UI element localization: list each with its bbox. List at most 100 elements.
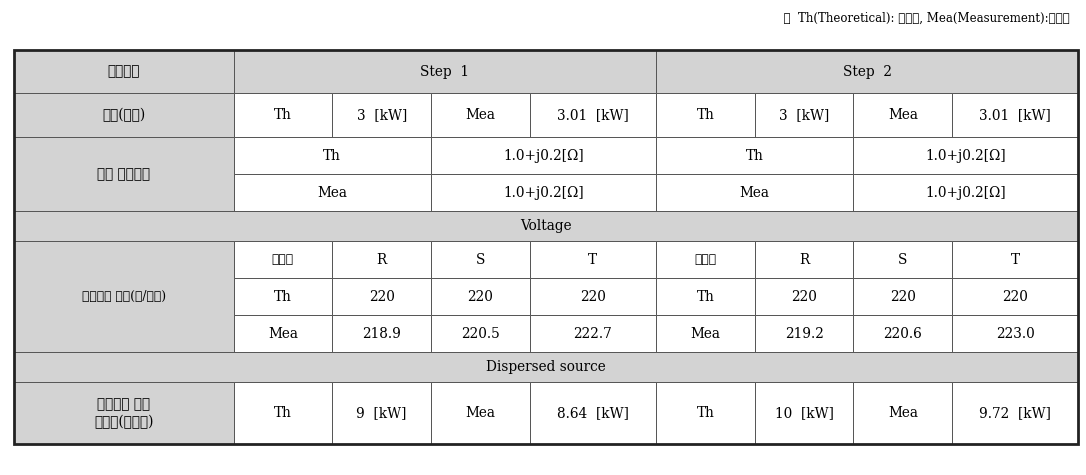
Bar bbox=[952, 278, 1078, 315]
Bar bbox=[656, 50, 1078, 94]
Bar bbox=[755, 94, 854, 137]
Text: 상분류: 상분류 bbox=[694, 253, 717, 266]
Text: Step  1: Step 1 bbox=[420, 65, 469, 79]
Bar bbox=[656, 278, 755, 315]
Bar bbox=[14, 50, 1078, 444]
Text: 선로전단 전압(상/선간): 선로전단 전압(상/선간) bbox=[81, 290, 166, 303]
Text: Th: Th bbox=[746, 149, 763, 162]
Text: 상분류: 상분류 bbox=[272, 253, 294, 266]
Bar bbox=[530, 382, 656, 444]
Text: 3.01  [kW]: 3.01 [kW] bbox=[980, 108, 1051, 122]
Text: 시험단계: 시험단계 bbox=[108, 65, 140, 79]
Text: 220: 220 bbox=[889, 290, 915, 304]
Text: Th: Th bbox=[274, 406, 292, 420]
Text: 218.9: 218.9 bbox=[363, 327, 401, 341]
Text: Mea: Mea bbox=[466, 406, 495, 420]
Text: Mea: Mea bbox=[466, 108, 495, 122]
Text: Voltage: Voltage bbox=[520, 219, 572, 233]
Bar bbox=[431, 278, 530, 315]
Bar bbox=[854, 315, 952, 352]
Bar bbox=[656, 241, 755, 278]
Text: Dispersed source: Dispersed source bbox=[487, 361, 606, 374]
Bar bbox=[233, 241, 332, 278]
Bar bbox=[431, 174, 656, 211]
Text: 1.0+j0.2[Ω]: 1.0+j0.2[Ω] bbox=[503, 149, 584, 162]
Bar bbox=[431, 94, 530, 137]
Text: 1.0+j0.2[Ω]: 1.0+j0.2[Ω] bbox=[925, 186, 1007, 200]
Text: 222.7: 222.7 bbox=[573, 327, 613, 341]
Text: 219.2: 219.2 bbox=[785, 327, 823, 341]
Text: T: T bbox=[589, 253, 597, 266]
Text: 220.5: 220.5 bbox=[462, 327, 500, 341]
Bar bbox=[530, 315, 656, 352]
Text: 220: 220 bbox=[369, 290, 394, 304]
Bar bbox=[755, 241, 854, 278]
Bar bbox=[233, 315, 332, 352]
Text: Th: Th bbox=[696, 406, 715, 420]
Text: 220: 220 bbox=[792, 290, 817, 304]
Text: Step  2: Step 2 bbox=[843, 65, 892, 79]
Text: 9.72  [kW]: 9.72 [kW] bbox=[980, 406, 1051, 420]
Bar bbox=[332, 278, 431, 315]
Bar bbox=[656, 382, 755, 444]
Bar bbox=[233, 278, 332, 315]
Text: 220: 220 bbox=[580, 290, 606, 304]
Bar bbox=[755, 382, 854, 444]
Bar bbox=[656, 315, 755, 352]
Text: R: R bbox=[799, 253, 809, 266]
Text: Th: Th bbox=[696, 108, 715, 122]
Bar bbox=[431, 315, 530, 352]
Bar bbox=[854, 241, 952, 278]
Text: Th: Th bbox=[696, 290, 715, 304]
Text: 1.0+j0.2[Ω]: 1.0+j0.2[Ω] bbox=[925, 149, 1007, 162]
Bar bbox=[14, 382, 233, 444]
Text: S: S bbox=[476, 253, 485, 266]
Bar bbox=[530, 278, 656, 315]
Bar bbox=[431, 382, 530, 444]
Text: R: R bbox=[377, 253, 387, 266]
Text: Mea: Mea bbox=[691, 327, 720, 341]
Bar bbox=[656, 94, 755, 137]
Bar bbox=[854, 137, 1078, 174]
Bar bbox=[656, 174, 854, 211]
Text: 선로 임피던스: 선로 임피던스 bbox=[98, 167, 150, 181]
Text: Mea: Mea bbox=[268, 327, 298, 341]
Text: 10  [kW]: 10 [kW] bbox=[774, 406, 834, 420]
Text: ※  Th(Theoretical): 이론치, Mea(Measurement):측정치: ※ Th(Theoretical): 이론치, Mea(Measurement)… bbox=[776, 12, 1070, 25]
Text: T: T bbox=[1011, 253, 1020, 266]
Bar bbox=[14, 241, 233, 352]
Text: Th: Th bbox=[274, 290, 292, 304]
Text: 223.0: 223.0 bbox=[996, 327, 1035, 341]
Bar bbox=[233, 94, 332, 137]
Bar bbox=[952, 241, 1078, 278]
Text: 220: 220 bbox=[1002, 290, 1028, 304]
Text: 8.64  [kW]: 8.64 [kW] bbox=[557, 406, 629, 420]
Bar bbox=[14, 137, 233, 211]
Bar bbox=[332, 315, 431, 352]
Text: 1.0+j0.2[Ω]: 1.0+j0.2[Ω] bbox=[503, 186, 584, 200]
Bar bbox=[854, 174, 1078, 211]
Bar bbox=[332, 382, 431, 444]
Text: Th: Th bbox=[324, 149, 341, 162]
Bar bbox=[233, 137, 431, 174]
Text: 220: 220 bbox=[467, 290, 493, 304]
Bar bbox=[233, 174, 431, 211]
Text: S: S bbox=[898, 253, 908, 266]
Bar bbox=[952, 94, 1078, 137]
Text: Th: Th bbox=[274, 108, 292, 122]
Bar bbox=[854, 382, 952, 444]
Bar bbox=[755, 278, 854, 315]
Bar bbox=[233, 50, 656, 94]
Text: 3  [kW]: 3 [kW] bbox=[356, 108, 407, 122]
Text: 3.01  [kW]: 3.01 [kW] bbox=[557, 108, 629, 122]
Text: 부하(삼상): 부하(삼상) bbox=[102, 108, 146, 123]
Text: Mea: Mea bbox=[888, 108, 918, 122]
Bar bbox=[656, 137, 854, 174]
Bar bbox=[431, 241, 530, 278]
Bar bbox=[854, 94, 952, 137]
Bar bbox=[755, 315, 854, 352]
Bar bbox=[431, 137, 656, 174]
Text: 9  [kW]: 9 [kW] bbox=[356, 406, 407, 420]
Bar bbox=[14, 94, 233, 137]
Bar bbox=[530, 94, 656, 137]
